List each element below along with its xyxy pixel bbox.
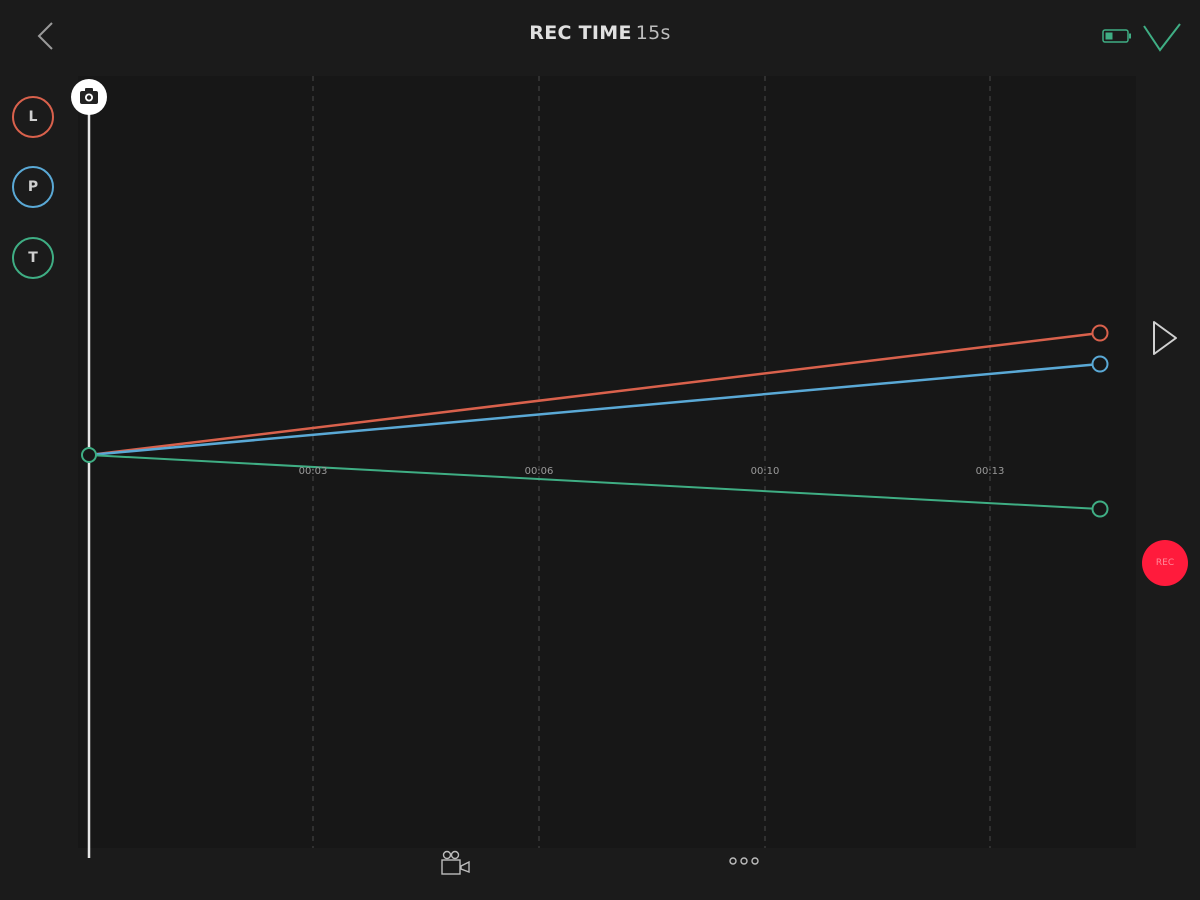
tick-label: 00:03 bbox=[298, 466, 328, 477]
record-button-label: REC bbox=[1155, 558, 1175, 568]
axis-button-l[interactable]: L bbox=[12, 96, 54, 138]
battery-icon bbox=[1102, 29, 1131, 43]
more-icon bbox=[729, 857, 759, 865]
axis-button-p[interactable]: P bbox=[12, 166, 54, 208]
play-button[interactable] bbox=[1148, 318, 1184, 358]
axis-button-label: T bbox=[28, 250, 38, 266]
back-button[interactable] bbox=[28, 18, 64, 54]
tick-label: 00:10 bbox=[750, 466, 780, 477]
tick-label: 00:06 bbox=[524, 466, 554, 477]
rec-time-value: 15s bbox=[635, 22, 671, 44]
record-button[interactable]: REC bbox=[1142, 540, 1188, 586]
axis-button-t[interactable]: T bbox=[12, 237, 54, 279]
checkmark-icon bbox=[1143, 23, 1181, 52]
camera-mode-icon bbox=[441, 850, 470, 875]
confirm-button[interactable] bbox=[1140, 16, 1182, 56]
rec-time-label: REC TIME bbox=[529, 22, 632, 44]
camera-mode-button[interactable] bbox=[438, 848, 474, 878]
chevron-left-icon bbox=[37, 22, 53, 50]
tick-label: 00:13 bbox=[975, 466, 1005, 477]
page-title: REC TIME 15s bbox=[0, 22, 1200, 44]
axis-button-label: L bbox=[28, 109, 38, 125]
timeline-area[interactable] bbox=[78, 76, 1136, 848]
header: REC TIME 15s bbox=[0, 0, 1200, 72]
play-icon bbox=[1153, 321, 1177, 355]
axis-button-label: P bbox=[27, 179, 39, 195]
more-button[interactable] bbox=[726, 852, 762, 870]
